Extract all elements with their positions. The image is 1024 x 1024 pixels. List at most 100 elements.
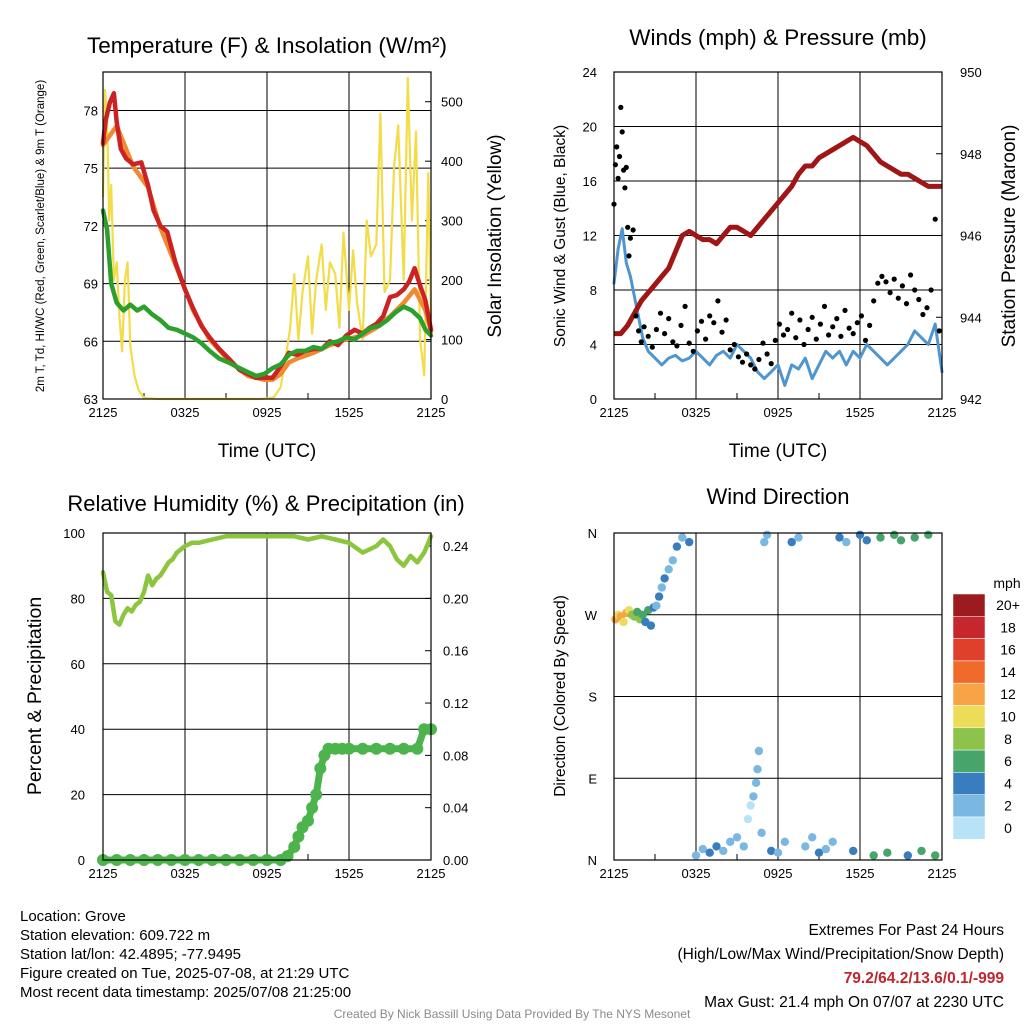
colorbar-label: 4 <box>1004 775 1012 791</box>
plot-frame <box>102 71 432 400</box>
temperature-panel: 63 66 69 72 75 78 0 100 200 300 400 500 2125 0325 0925… <box>35 33 506 462</box>
direction-point <box>660 574 669 583</box>
precip-marker <box>343 742 355 755</box>
gust-point <box>616 153 623 160</box>
plot-frame <box>613 71 943 400</box>
gust-point <box>744 351 750 357</box>
direction-point <box>801 842 810 851</box>
direction-point <box>910 533 919 542</box>
y2-tick-label: 0.24 <box>443 539 468 554</box>
gust-point <box>912 287 918 293</box>
y2-tick-label: 0.20 <box>443 591 468 606</box>
x-tick-label: 1525 <box>335 866 364 881</box>
credit-text: Created By Nick Bassill Using Data Provi… <box>333 1007 691 1021</box>
direction-point <box>732 833 742 842</box>
y-axis-label: Direction (Colored By Speed) <box>552 595 569 797</box>
direction-point <box>862 536 871 545</box>
gust-point <box>707 313 713 319</box>
colorbar-label: 20+ <box>996 597 1020 613</box>
direction-point <box>739 842 748 851</box>
direction-point <box>652 601 661 610</box>
direction-point <box>869 851 878 860</box>
gust-point <box>764 351 770 357</box>
gust-point <box>686 340 692 346</box>
colorbar-swatch <box>952 816 986 840</box>
y2-axis-label: Station Pressure (Maroon) <box>999 125 1020 348</box>
y2-tick-label: 200 <box>441 273 463 288</box>
gust-point <box>838 333 844 339</box>
gust-point <box>887 290 893 296</box>
gust-point <box>674 343 680 349</box>
gust-point <box>809 314 815 320</box>
gust-point <box>618 104 624 110</box>
gust-point <box>756 356 762 363</box>
gust-point <box>657 310 664 316</box>
gust-point <box>826 332 832 338</box>
gust-point <box>854 320 860 326</box>
y-tick-label: S <box>588 690 597 705</box>
y-tick-label: 100 <box>63 526 85 541</box>
y2-tick-label: 948 <box>960 147 982 162</box>
direction-point <box>753 765 762 774</box>
colorbar-swatch <box>952 616 986 639</box>
gust-point <box>625 224 631 230</box>
y-tick-label: 69 <box>84 277 98 292</box>
y-tick-label: 60 <box>71 657 85 672</box>
colorbar-label: 2 <box>1004 798 1012 814</box>
direction-point <box>760 537 769 547</box>
direction-point <box>835 533 844 542</box>
gust-point <box>641 324 647 330</box>
y-tick-label: E <box>588 771 597 786</box>
gust-point <box>619 129 625 135</box>
gust-point <box>916 296 922 303</box>
precip-marker <box>292 830 305 843</box>
x-tick-label: 0325 <box>682 405 711 420</box>
precip-marker <box>306 801 319 814</box>
gust-point <box>883 279 889 285</box>
direction-point <box>754 746 764 756</box>
gust-point <box>932 216 938 222</box>
x-tick-label: 0925 <box>764 866 793 881</box>
y2-tick-label: 0.04 <box>443 801 468 816</box>
y-tick-label: 24 <box>583 65 597 80</box>
direction-point <box>668 556 677 565</box>
latlon-text: Station lat/lon: 42.4895; -77.9495 <box>20 946 242 963</box>
precip-marker <box>356 742 369 755</box>
gust-point <box>899 283 906 289</box>
y2-tick-label: 0.12 <box>443 696 468 711</box>
gust-point <box>903 301 910 307</box>
y2-tick-label: 500 <box>441 95 463 110</box>
gust-point <box>614 144 620 150</box>
x-tick-label: 1525 <box>335 405 364 420</box>
gust-point <box>698 318 705 324</box>
direction-point <box>712 842 721 851</box>
gust-point <box>752 366 758 372</box>
gust-point <box>723 317 729 323</box>
y-tick-label: N <box>588 853 597 868</box>
x-axis-label: Time (UTC) <box>218 441 317 462</box>
humidity-precip-panel: 0 20 40 60 80 100 0.00 0.04 0.08 0.12 0.16 0.20 0.24… <box>24 491 468 881</box>
colorbar-label: 0 <box>1004 820 1012 836</box>
gust-point <box>615 175 621 181</box>
elevation-text: Station elevation: 609.722 m <box>20 927 211 944</box>
x-tick-label: 2125 <box>89 866 118 881</box>
x-tick-label: 2125 <box>600 866 629 881</box>
gust-point <box>645 333 651 339</box>
gust-point <box>879 273 885 279</box>
y-tick-label: 12 <box>583 229 597 244</box>
gust-point <box>772 337 778 343</box>
wind-pressure-panel: 0 4 8 12 16 20 24 942 944 946 948 950 2125 0325 0925 15… <box>552 25 1020 462</box>
y2-tick-label: 400 <box>441 154 463 169</box>
y-tick-label: 80 <box>71 591 85 606</box>
direction-point <box>794 533 803 542</box>
x-tick-label: 2125 <box>417 866 446 881</box>
direction-point <box>719 846 728 856</box>
chart-title: Temperature (F) & Insolation (W/m²) <box>87 33 447 58</box>
location-text: Location: Grove <box>20 908 126 925</box>
gust-point <box>731 341 737 348</box>
y-tick-label: N <box>588 526 597 541</box>
colorbar-label: 10 <box>1000 709 1016 725</box>
colorbar-swatch <box>952 772 986 795</box>
gust-point <box>748 362 754 368</box>
